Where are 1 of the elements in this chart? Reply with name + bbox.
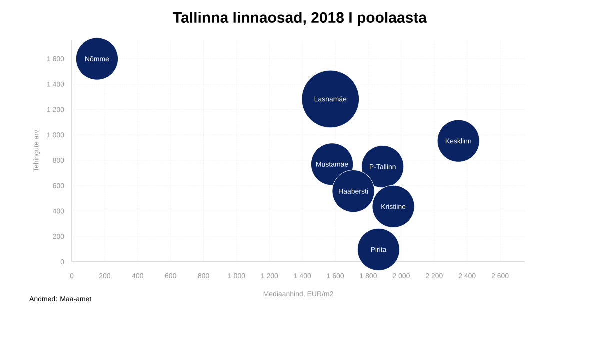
chart-title: Tallinna linnaosad, 2018 I poolaasta xyxy=(173,12,428,26)
